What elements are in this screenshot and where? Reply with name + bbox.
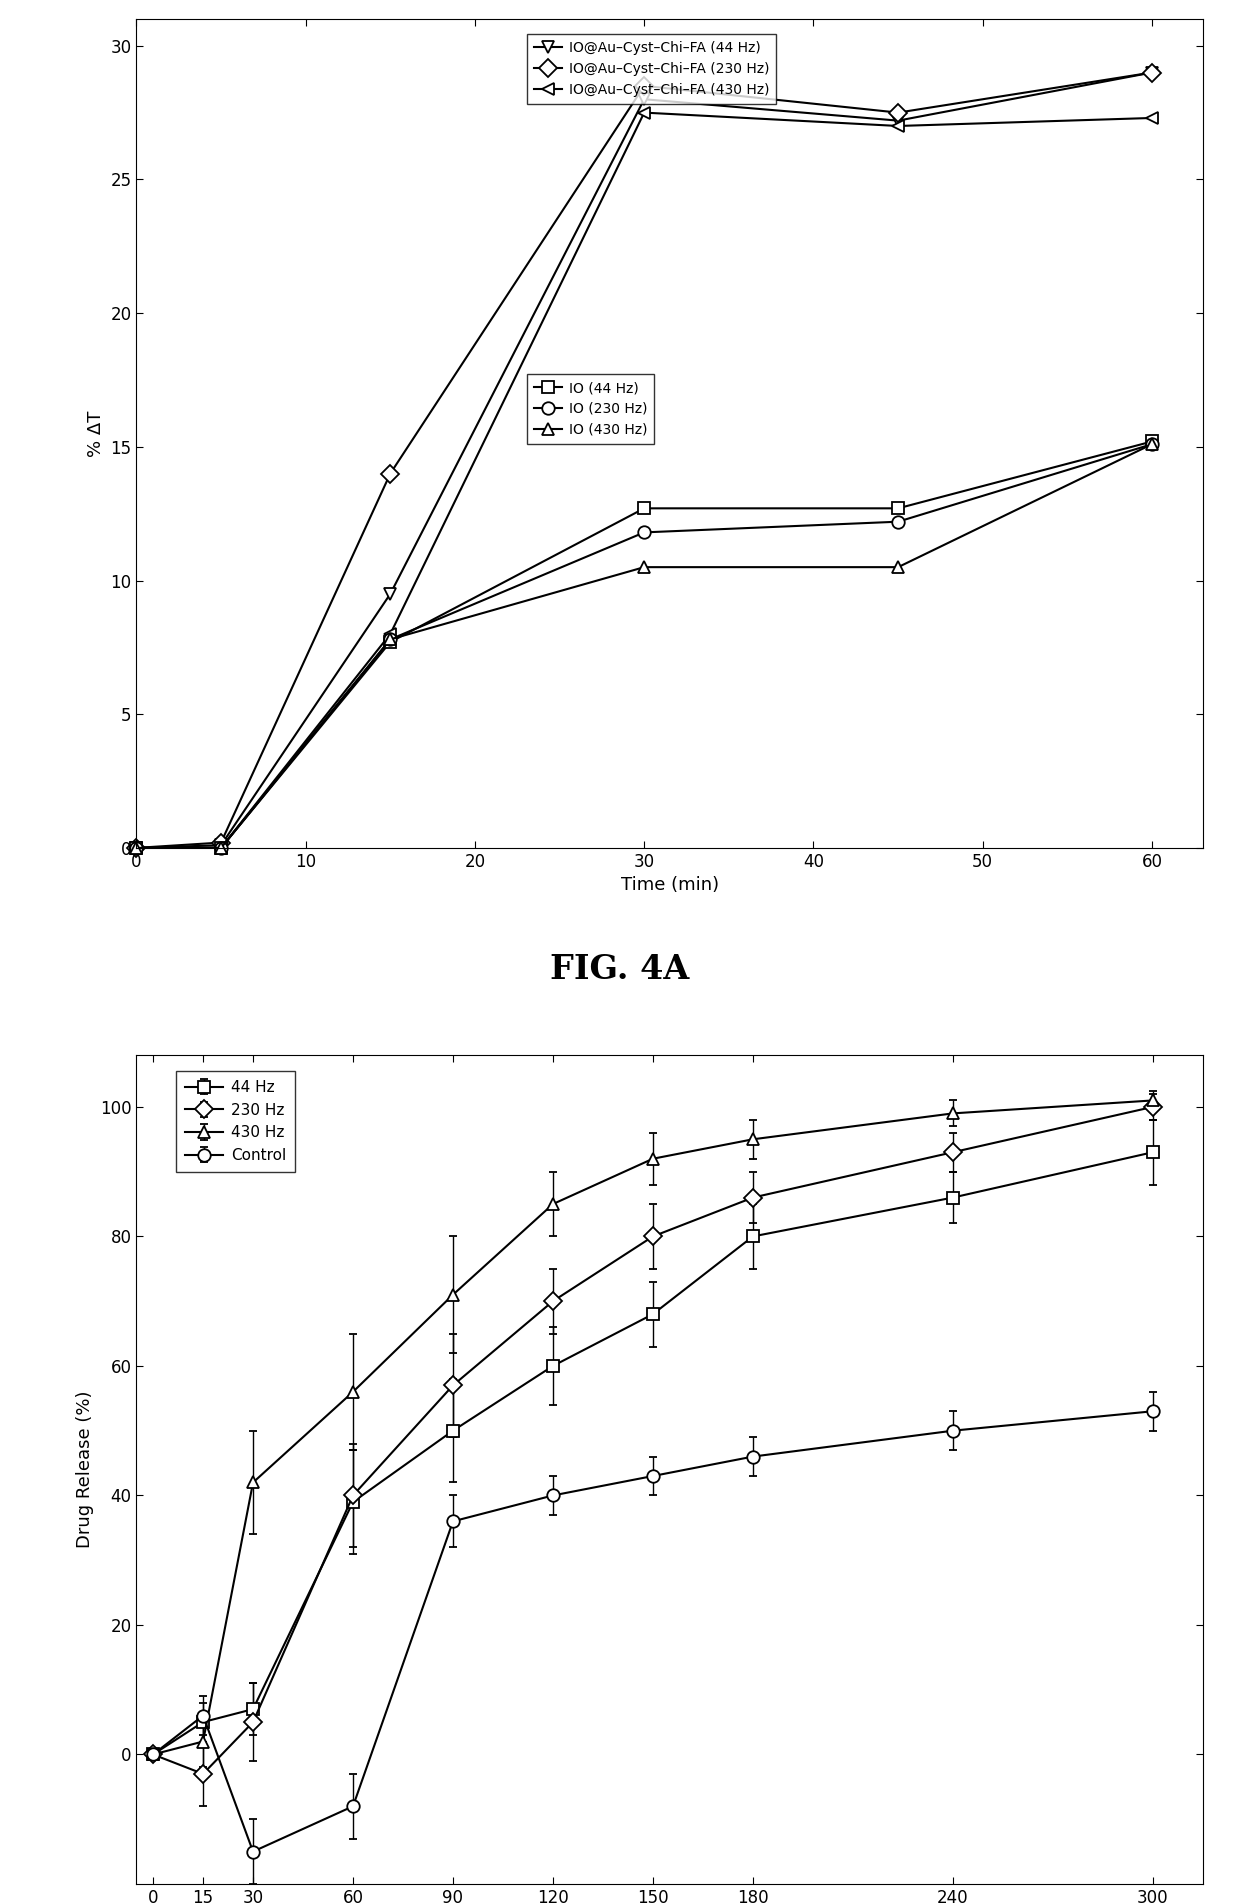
- X-axis label: Time (min): Time (min): [620, 875, 719, 894]
- Legend: IO (44 Hz), IO (230 Hz), IO (430 Hz): IO (44 Hz), IO (230 Hz), IO (430 Hz): [527, 375, 655, 443]
- Y-axis label: % ΔT: % ΔT: [87, 411, 105, 457]
- Legend: 44 Hz, 230 Hz, 430 Hz, Control: 44 Hz, 230 Hz, 430 Hz, Control: [176, 1071, 295, 1172]
- Y-axis label: Drug Release (%): Drug Release (%): [77, 1391, 94, 1549]
- Text: FIG. 4A: FIG. 4A: [551, 953, 689, 986]
